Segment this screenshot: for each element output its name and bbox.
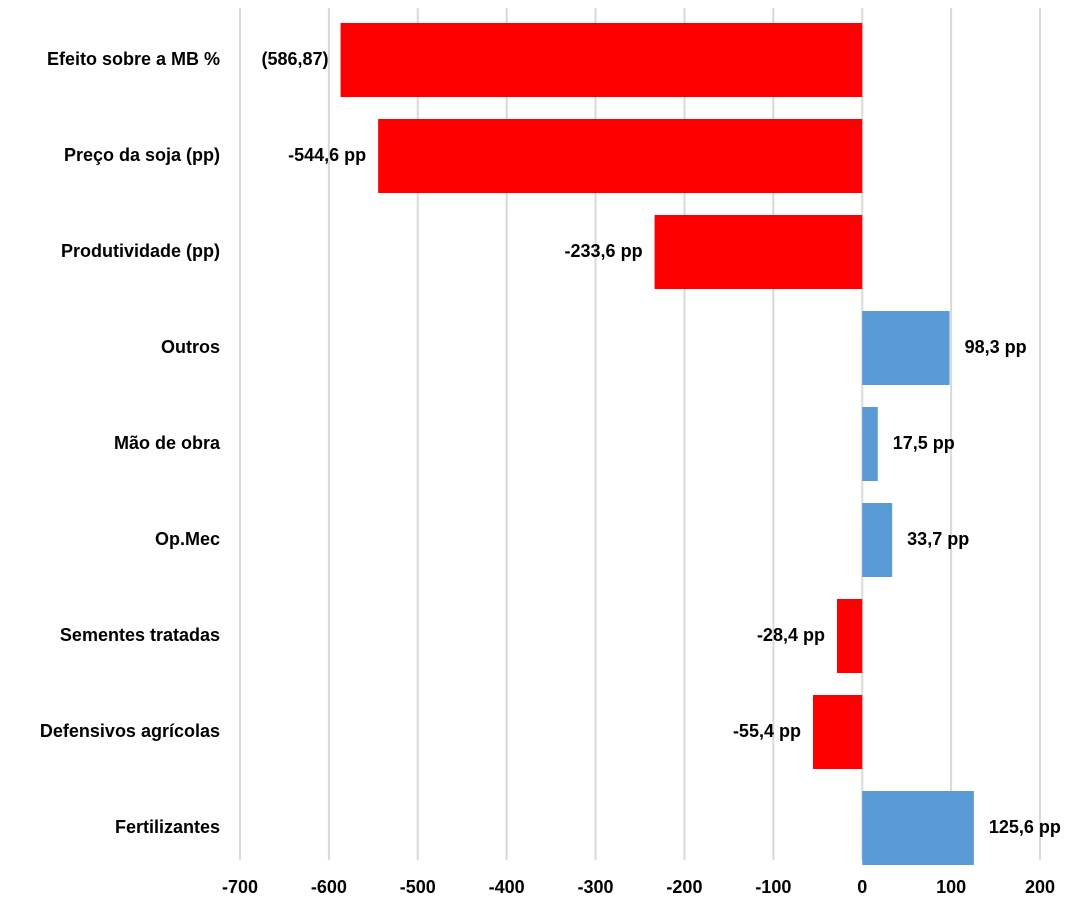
x-tick-label: -600 [311, 877, 347, 897]
category-label: Produtividade (pp) [61, 241, 220, 261]
data-label: -544,6 pp [288, 145, 366, 165]
data-labels: (586,87) -544,6 pp -233,6 pp 98,3 pp 17,5 pp… [262, 49, 1061, 837]
bar [862, 791, 974, 865]
category-label: Efeito sobre a MB % [47, 49, 220, 69]
category-label: Preço da soja (pp) [64, 145, 220, 165]
bar [378, 119, 863, 193]
category-label: Mão de obra [114, 433, 221, 453]
data-label: 125,6 pp [989, 817, 1061, 837]
category-label: Op.Mec [155, 529, 220, 549]
x-axis-tick-labels: -700 -600 -500 -400 -300 -200 -100 0 100 200 [222, 877, 1055, 897]
category-labels: Efeito sobre a MB % Preço da soja (pp) Pro… [40, 49, 221, 837]
x-tick-label: -400 [489, 877, 525, 897]
x-tick-label: 200 [1025, 877, 1055, 897]
x-tick-label: -100 [755, 877, 791, 897]
category-label: Sementes tratadas [60, 625, 220, 645]
bar [862, 311, 950, 385]
bar [654, 215, 863, 289]
x-tick-label: -700 [222, 877, 258, 897]
data-label: -55,4 pp [733, 721, 801, 741]
bar [862, 407, 878, 481]
bar-layer [340, 23, 974, 865]
x-tick-label: 0 [857, 877, 867, 897]
x-tick-label: 100 [936, 877, 966, 897]
x-tick-label: -300 [578, 877, 614, 897]
category-label: Fertilizantes [115, 817, 220, 837]
data-label: -233,6 pp [565, 241, 643, 261]
category-label: Defensivos agrícolas [40, 721, 220, 741]
data-label: 17,5 pp [893, 433, 955, 453]
category-label: Outros [161, 337, 220, 357]
x-tick-label: -200 [666, 877, 702, 897]
data-label: 33,7 pp [907, 529, 969, 549]
data-label: (586,87) [262, 49, 329, 69]
bar [862, 503, 893, 577]
bar [812, 695, 863, 769]
data-label: 98,3 pp [965, 337, 1027, 357]
bar [836, 599, 863, 673]
bar [340, 23, 863, 97]
data-label: -28,4 pp [757, 625, 825, 645]
x-tick-label: -500 [400, 877, 436, 897]
